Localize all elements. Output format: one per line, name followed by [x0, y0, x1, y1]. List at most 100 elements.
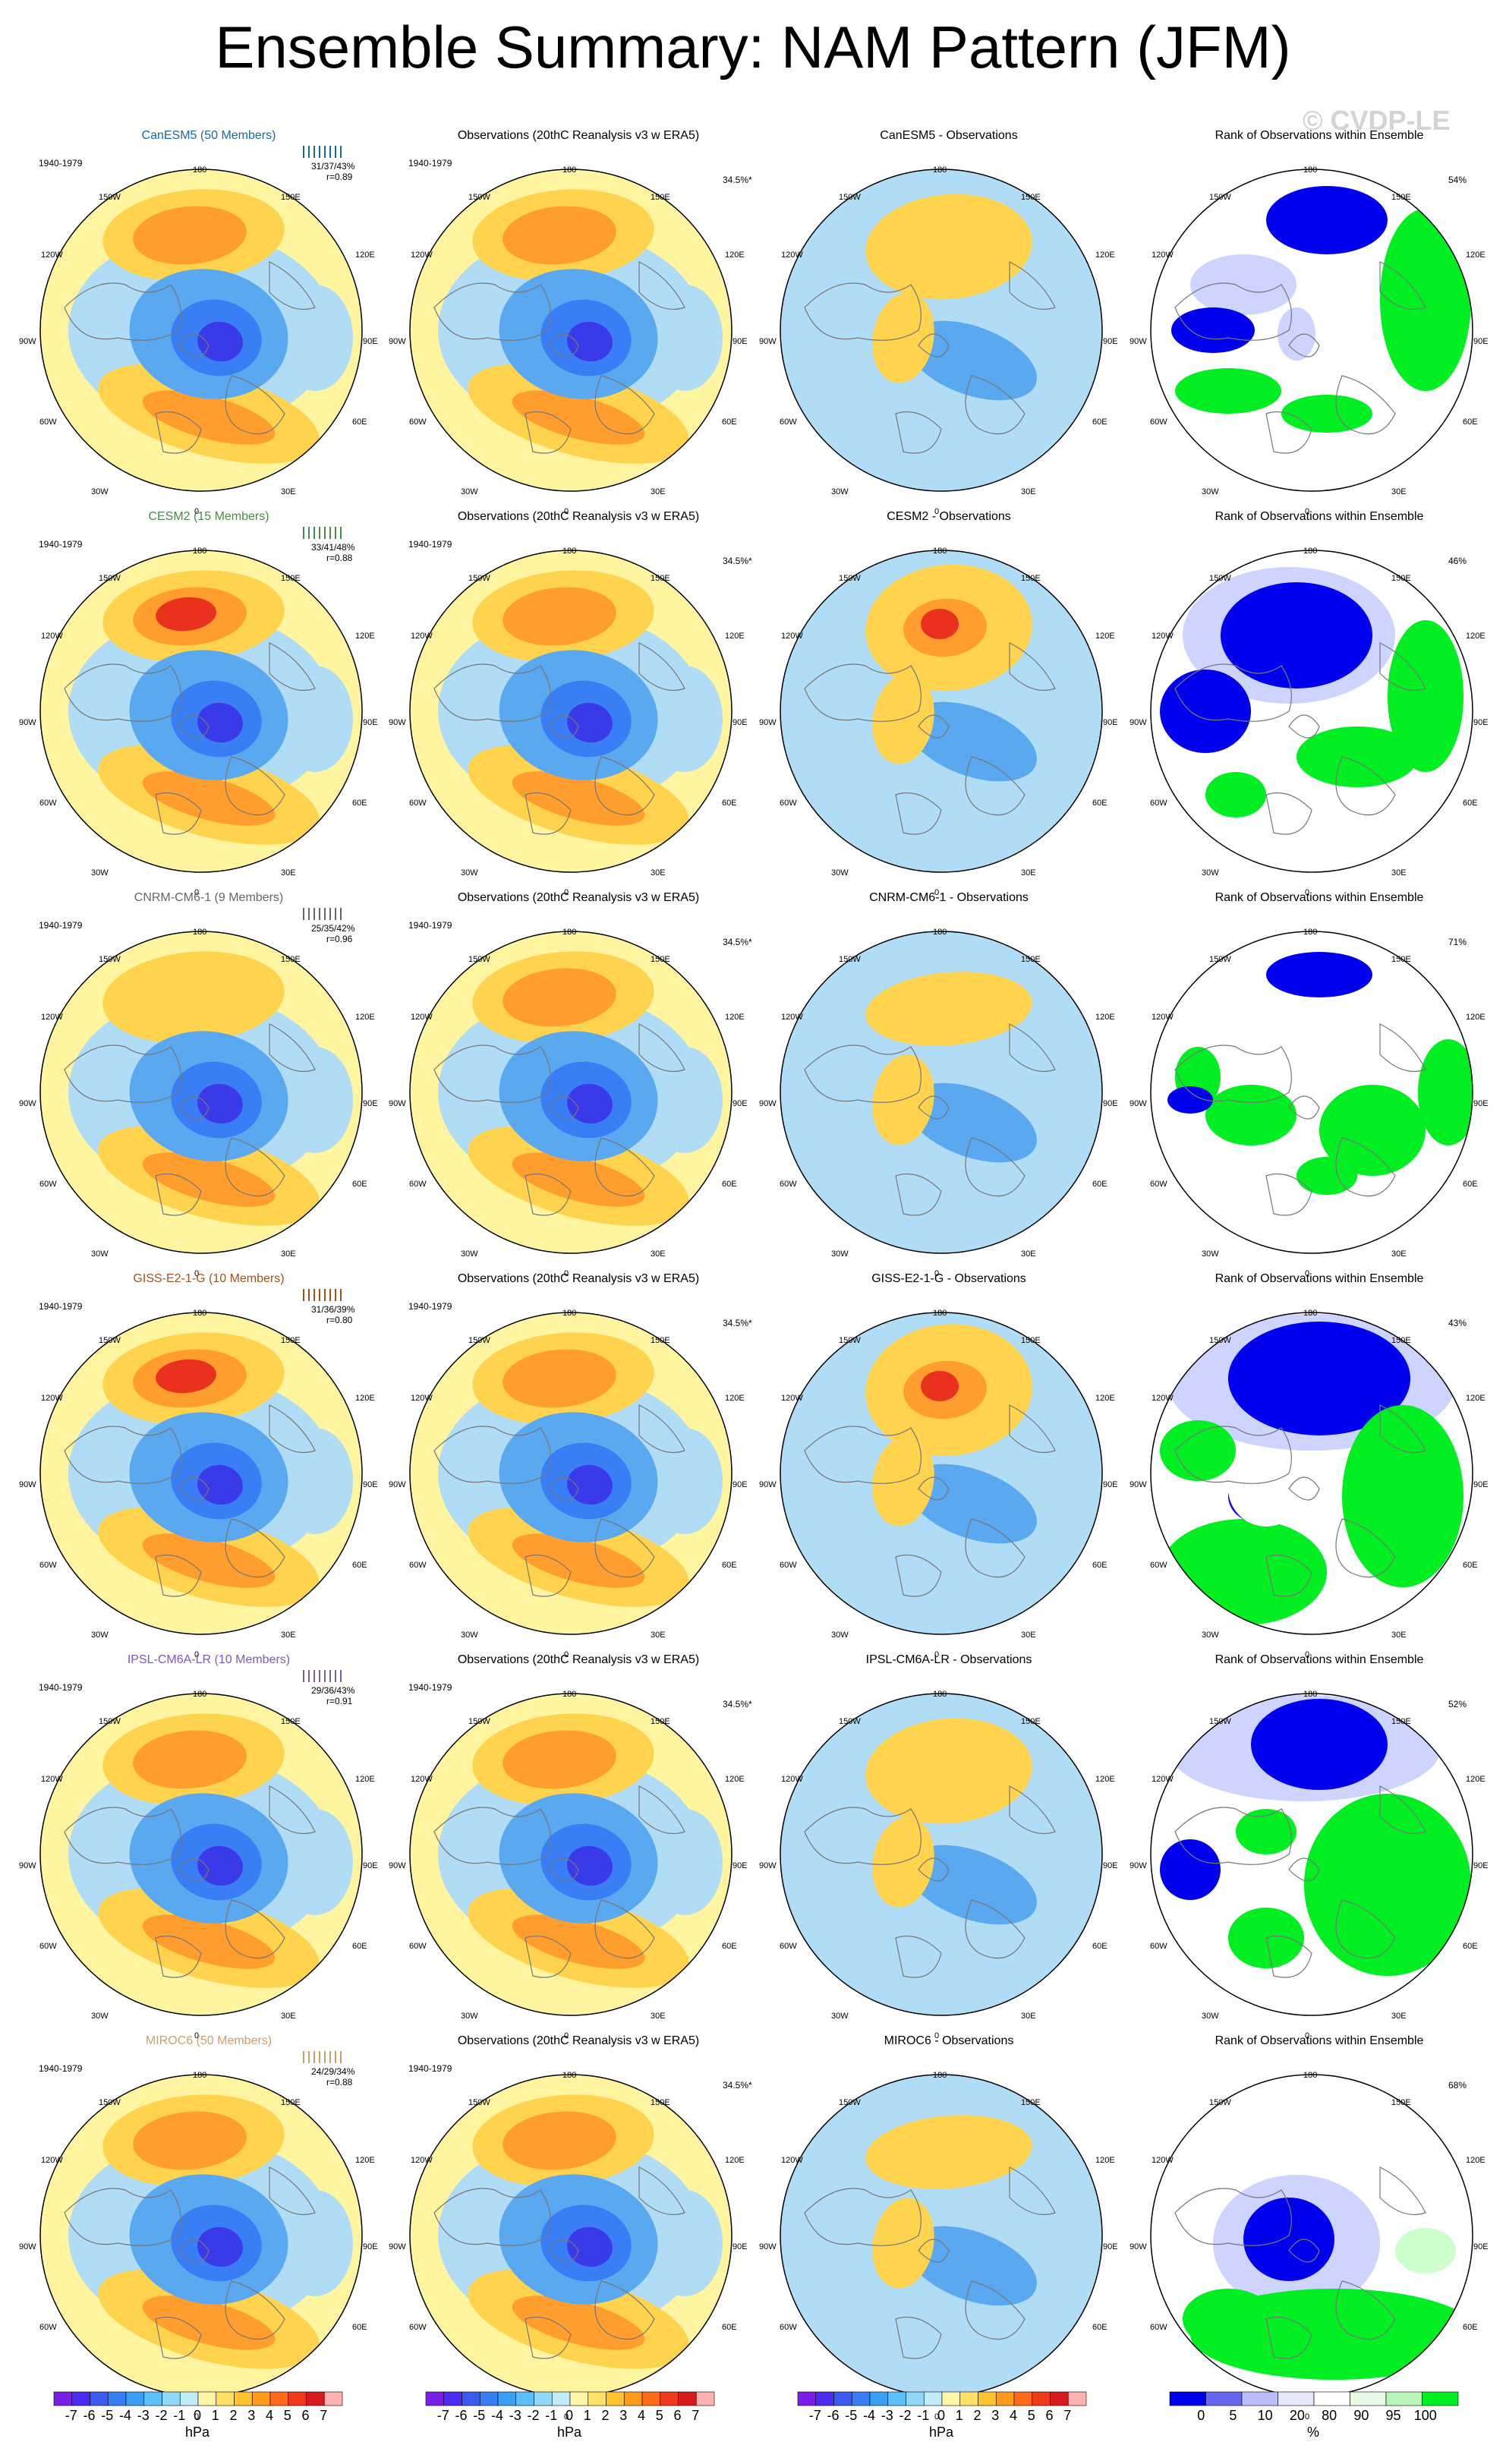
colorbar-tick-label: -5	[101, 2408, 114, 2423]
atlantic-high-core	[512, 1533, 645, 1588]
coastline	[433, 1045, 551, 1103]
longitude-label: 60W	[780, 1942, 797, 1951]
longitude-label: 120E	[355, 632, 375, 641]
coastline	[433, 663, 551, 722]
coastline	[178, 333, 210, 358]
longitude-label: 120E	[1095, 632, 1115, 641]
colorbar-tick-label: 0	[1197, 2408, 1205, 2423]
longitude-label: 150W	[99, 1717, 121, 1726]
longitude-label: 30E	[281, 1631, 296, 1640]
pacific-high-core	[503, 587, 616, 646]
map-border	[39, 550, 363, 873]
coastline	[895, 1935, 942, 1978]
coastline	[918, 1476, 950, 1501]
coastline	[64, 1426, 181, 1484]
longitude-label: 90W	[19, 2242, 36, 2251]
colorbar-swatch	[143, 2391, 162, 2406]
longitude-label: 150W	[1209, 193, 1231, 202]
coastline	[178, 714, 210, 739]
longitude-label: 120W	[1152, 1775, 1174, 1784]
coastline	[638, 1404, 685, 1454]
map-border	[39, 931, 363, 1254]
longitude-label: 60E	[722, 2323, 737, 2332]
longitude-label: 90W	[389, 1480, 406, 1489]
coastline	[965, 375, 1026, 435]
coastline	[804, 1426, 922, 1484]
colorbar-rank	[1169, 2391, 1459, 2406]
map-border	[409, 1693, 733, 2016]
longitude-label: 60E	[1463, 2323, 1478, 2332]
colorbar-swatch	[197, 2391, 217, 2406]
coastline	[525, 411, 572, 454]
colorbar-tick-label: 7	[692, 2408, 700, 2423]
coastline	[155, 2316, 202, 2359]
coastline	[594, 1899, 655, 1959]
longitude-label: 90E	[1103, 337, 1118, 346]
colorbar-tick-label: 7	[320, 2408, 328, 2423]
rank-region	[1205, 772, 1266, 818]
model-title: IPSL-CM6A-LR (10 Members)	[127, 1653, 291, 1666]
pacific-high-core	[503, 1730, 616, 1789]
arctic-low-max	[197, 321, 243, 362]
longitude-label: 90W	[1130, 2242, 1147, 2251]
longitude-label: 90E	[733, 337, 748, 346]
arctic-low-max	[197, 2226, 243, 2267]
longitude-label: 150W	[99, 1336, 121, 1345]
longitude-label: 150W	[468, 574, 490, 583]
longitude-label: 90E	[1473, 337, 1489, 346]
longitude-label: 150W	[468, 1717, 490, 1726]
diff-arctic-anomaly	[872, 1435, 934, 1527]
longitude-label: 150W	[468, 1336, 490, 1345]
longitude-label: 90E	[733, 1480, 748, 1489]
colorbar-tick-label: -5	[845, 2408, 858, 2423]
member-spread-icon	[303, 1289, 342, 1301]
coastline	[895, 1554, 942, 1597]
colorbar-unit: hPa	[928, 2425, 954, 2440]
longitude-label: 30E	[281, 487, 296, 496]
longitude-label: 60W	[39, 1180, 57, 1189]
colorbar-tick-label: 90	[1353, 2408, 1369, 2423]
longitude-label: 60W	[39, 417, 57, 427]
longitude-label: 0	[194, 1269, 200, 1278]
coastline	[547, 333, 579, 358]
polar-map	[39, 550, 363, 873]
colorbar-tick-label: 5	[655, 2408, 663, 2423]
longitude-label: 150E	[1021, 1336, 1041, 1345]
longitude-label: 0	[564, 1269, 569, 1278]
longitude-label: 120E	[1466, 1775, 1486, 1784]
colorbar-swatch	[851, 2391, 871, 2406]
period-label: 1940-1979	[408, 539, 452, 550]
longitude-label: 60E	[352, 1180, 367, 1189]
longitude-label: 120W	[411, 250, 433, 260]
longitude-label: 60W	[780, 1561, 797, 1570]
longitude-label: 60W	[409, 417, 427, 427]
longitude-label: 120E	[355, 1394, 375, 1403]
colorbar-tick-label: 10	[1257, 2408, 1273, 2423]
arctic-ring-east	[277, 1428, 353, 1534]
longitude-label: 30W	[461, 2012, 478, 2021]
coastline	[178, 1095, 210, 1120]
longitude-label: 150E	[281, 193, 301, 202]
colorbar-swatch	[1385, 2391, 1423, 2406]
polar-map	[409, 1693, 733, 2016]
longitude-label: 90E	[1103, 1861, 1118, 1870]
colorbar-swatch	[678, 2391, 697, 2406]
colorbar-swatch	[1013, 2391, 1033, 2406]
atlantic-high-core	[512, 1152, 645, 1207]
coastline	[594, 1518, 655, 1578]
coastline	[1265, 1173, 1312, 1216]
map-border	[409, 931, 733, 1254]
map-border	[1150, 169, 1473, 492]
pacific-high-core	[503, 1349, 616, 1408]
longitude-label: 0	[1305, 507, 1310, 516]
longitude-label: 90E	[363, 2242, 378, 2251]
colorbar-tick-label: -4	[862, 2408, 875, 2423]
longitude-label: 90E	[733, 1099, 748, 1108]
longitude-label: 0	[934, 507, 940, 516]
colorbar-tick-label: -7	[65, 2408, 77, 2423]
coastline	[1335, 756, 1396, 816]
colorbar-swatch	[71, 2391, 90, 2406]
rank-region	[1160, 1839, 1221, 1900]
longitude-label: 60E	[722, 417, 737, 427]
coastline	[1288, 333, 1320, 358]
